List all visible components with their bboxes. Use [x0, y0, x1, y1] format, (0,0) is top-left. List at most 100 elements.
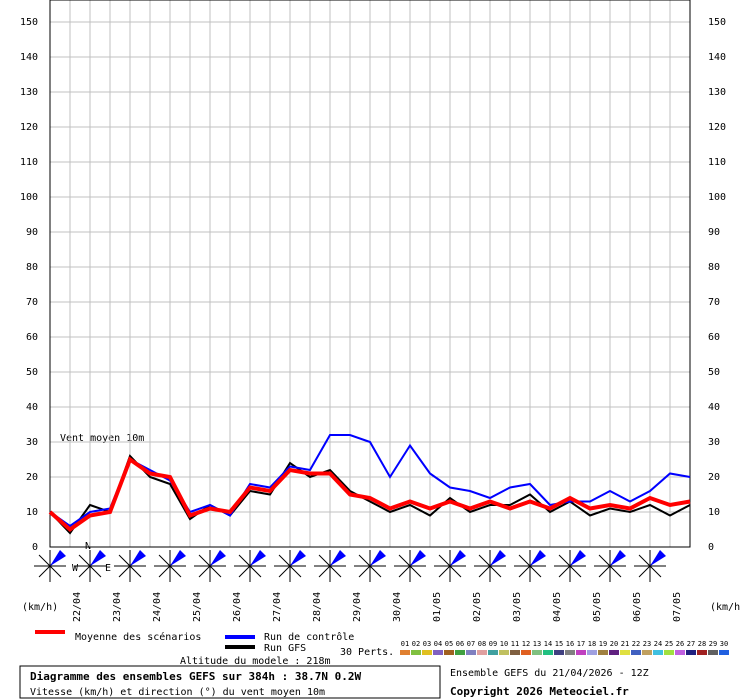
rose-wedge	[490, 550, 506, 566]
perturbation-label: 09	[489, 640, 497, 648]
legend-label: Run GFS	[264, 643, 306, 654]
perturbation-label: 19	[599, 640, 607, 648]
perturbation-label: 25	[665, 640, 673, 648]
perturbation-swatch	[708, 650, 718, 655]
perturbation-label: 16	[566, 640, 574, 648]
y-unit: (km/h)	[22, 602, 58, 613]
y-tick-label: 140	[708, 52, 726, 63]
x-tick-label: 05/05	[592, 592, 603, 622]
perturbation-label: 15	[555, 640, 563, 648]
info-box	[19, 665, 441, 699]
perturbation-swatch	[686, 650, 696, 655]
y-tick-label: 30	[26, 437, 38, 448]
perturbation-swatch	[554, 650, 564, 655]
y-tick-label: 30	[708, 437, 720, 448]
x-tick-label: 27/04	[272, 592, 283, 622]
y-tick-label: 150	[20, 17, 38, 28]
perturbation-label: 01	[401, 640, 409, 648]
x-tick-label: 03/05	[512, 592, 523, 622]
y-tick-label: 140	[20, 52, 38, 63]
y-tick-label: 50	[708, 367, 720, 378]
perturbation-swatch	[631, 650, 641, 655]
rose-wedge	[330, 550, 346, 566]
y-tick-label: 130	[708, 87, 726, 98]
y-tick-label: 120	[20, 122, 38, 133]
y-tick-label: 70	[26, 297, 38, 308]
y-tick-label: 50	[26, 367, 38, 378]
perturbation-label: 20	[610, 640, 618, 648]
y-tick-label: 40	[708, 402, 720, 413]
perturbation-swatch	[620, 650, 630, 655]
y-tick-label: 0	[708, 542, 714, 553]
perturbation-swatch	[587, 650, 597, 655]
x-tick-label: 24/04	[152, 592, 163, 622]
copyright: Copyright 2026 Meteociel.fr	[450, 685, 629, 698]
y-tick-label: 60	[708, 332, 720, 343]
x-tick-label: 28/04	[312, 592, 323, 622]
rose-wedge	[570, 550, 586, 566]
perturbation-label: 08	[478, 640, 486, 648]
y-tick-label: 20	[708, 472, 720, 483]
rose-wedge	[450, 550, 466, 566]
x-tick-label: 30/04	[392, 592, 403, 622]
x-tick-label: 06/05	[632, 592, 643, 622]
rose-wedge	[170, 550, 186, 566]
altitude: Altitude du modele : 218m	[180, 656, 331, 667]
y-tick-label: 100	[20, 192, 38, 203]
perturbation-swatch	[400, 650, 410, 655]
perturbation-label: 14	[544, 640, 552, 648]
x-tick-label: 07/05	[672, 592, 683, 622]
y-tick-label: 120	[708, 122, 726, 133]
x-tick-label: 25/04	[192, 592, 203, 622]
perturbation-swatch	[598, 650, 608, 655]
y-tick-label: 10	[708, 507, 720, 518]
perturbation-swatch	[565, 650, 575, 655]
y-tick-label: 60	[26, 332, 38, 343]
perturbation-label: 29	[709, 640, 717, 648]
perturbation-label: 05	[445, 640, 453, 648]
y-tick-label: 80	[708, 262, 720, 273]
plot-border	[49, 0, 691, 548]
perturbation-swatch	[653, 650, 663, 655]
rose-wedge	[90, 550, 106, 566]
compass-label: W	[72, 563, 79, 574]
perturbation-label: 24	[654, 640, 662, 648]
perturbation-label: 21	[621, 640, 629, 648]
x-tick-label: 29/04	[352, 592, 363, 622]
x-tick-label: 04/05	[552, 592, 563, 622]
perturbation-swatch	[576, 650, 586, 655]
y-tick-label: 100	[708, 192, 726, 203]
y-tick-label: 40	[26, 402, 38, 413]
perturbation-label: 26	[676, 640, 684, 648]
rose-wedge	[650, 550, 666, 566]
y-tick-label: 150	[708, 17, 726, 28]
rose-wedge	[610, 550, 626, 566]
x-tick-label: 02/05	[472, 592, 483, 622]
rose-wedge	[130, 550, 146, 566]
perturbation-swatch	[477, 650, 487, 655]
perturbation-label: 13	[533, 640, 541, 648]
series-line	[48, 456, 691, 533]
perturbation-swatch	[433, 650, 443, 655]
y-tick-label: 130	[20, 87, 38, 98]
perturbation-label: 12	[522, 640, 530, 648]
perturbation-swatch	[422, 650, 432, 655]
annotation: Vent moyen 10m	[60, 433, 144, 444]
x-tick-label: 22/04	[72, 592, 83, 622]
perturbation-swatch	[532, 650, 542, 655]
perturbation-swatch	[521, 650, 531, 655]
rose-wedge	[370, 550, 386, 566]
y-tick-label: 90	[708, 227, 720, 238]
perturbation-swatch	[466, 650, 476, 655]
perturbation-swatch	[664, 650, 674, 655]
perturbation-label: 03	[423, 640, 431, 648]
rose-wedge	[210, 550, 226, 566]
rose-wedge	[250, 550, 266, 566]
perturbation-swatch	[499, 650, 509, 655]
perturbation-label: 10	[500, 640, 508, 648]
y-tick-label: 20	[26, 472, 38, 483]
perturbation-label: 02	[412, 640, 420, 648]
perturbation-label: 17	[577, 640, 585, 648]
perturbation-label: 30	[720, 640, 728, 648]
